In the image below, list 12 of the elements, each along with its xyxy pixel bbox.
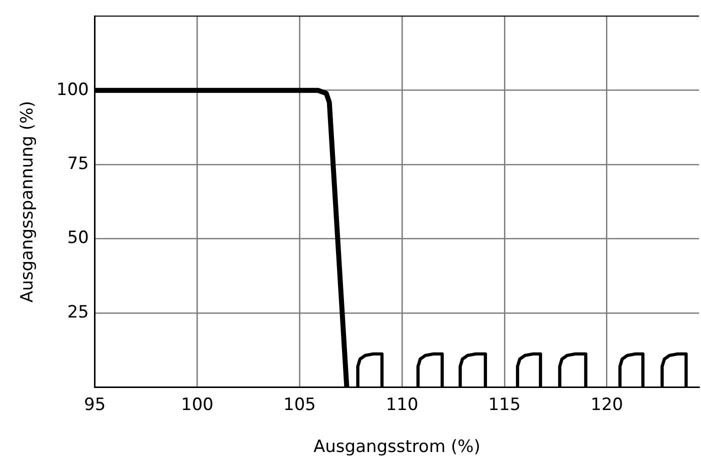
y-tick-label: 100 bbox=[56, 80, 89, 100]
y-tick-label: 75 bbox=[67, 154, 89, 174]
y-tick-label: 50 bbox=[67, 228, 89, 248]
y-axis-title: Ausgangsspannung (%) bbox=[18, 100, 38, 303]
x-tick-label: 95 bbox=[84, 394, 106, 415]
x-axis-title: Ausgangsstrom (%) bbox=[314, 437, 480, 458]
x-tick-label: 115 bbox=[488, 394, 521, 415]
x-tick-label: 120 bbox=[590, 394, 624, 415]
x-tick-label: 105 bbox=[283, 394, 316, 415]
x-tick-label: 110 bbox=[386, 394, 418, 415]
y-tick-label: 25 bbox=[67, 302, 89, 322]
x-tick-label: 100 bbox=[181, 394, 214, 415]
